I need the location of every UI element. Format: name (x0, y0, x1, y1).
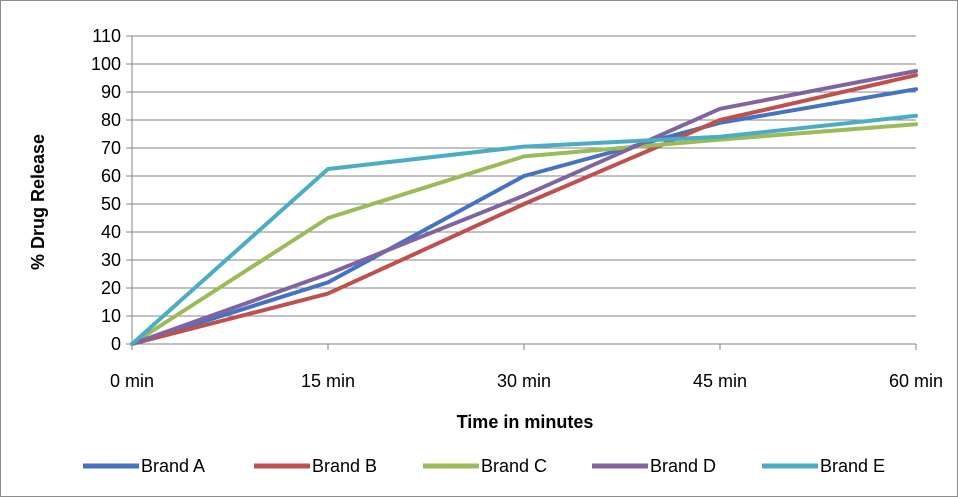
legend-item-brand-e: Brand E (762, 456, 885, 476)
y-tick-label: 90 (101, 82, 121, 102)
series-line-brand-e (130, 113, 918, 346)
y-tick-label: 60 (101, 166, 121, 186)
axes (131, 36, 916, 345)
y-tick-label: 80 (101, 110, 121, 130)
y-tick-label: 100 (91, 54, 121, 74)
x-tick-label: 60 min (889, 371, 943, 391)
legend-label: Brand E (820, 456, 885, 476)
legend-item-brand-c: Brand C (423, 456, 547, 476)
legend-item-brand-a: Brand A (83, 456, 205, 476)
y-axis-ticks: 0 10 20 30 40 50 60 70 80 90 100 110 (91, 26, 132, 354)
legend: Brand A Brand B Brand C Brand D Brand E (83, 456, 885, 476)
series-line-brand-a (130, 87, 918, 346)
y-tick-label: 0 (111, 334, 121, 354)
x-tick-label: 30 min (497, 371, 551, 391)
x-tick-label: 0 min (110, 371, 154, 391)
y-tick-label: 20 (101, 278, 121, 298)
legend-label: Brand B (312, 456, 377, 476)
series-line-brand-c (130, 122, 918, 346)
series-line-brand-b (130, 73, 918, 346)
legend-item-brand-b: Brand B (254, 456, 377, 476)
x-axis-title: Time in minutes (457, 412, 594, 432)
y-tick-label: 50 (101, 194, 121, 214)
series-line-brand-d (130, 69, 918, 346)
x-axis-ticks: 0 min 15 min 30 min 45 min 60 min (110, 344, 943, 391)
x-tick-label: 15 min (301, 371, 355, 391)
y-tick-label: 70 (101, 138, 121, 158)
y-tick-label: 110 (92, 26, 121, 46)
legend-label: Brand C (481, 456, 547, 476)
x-tick-label: 45 min (693, 371, 747, 391)
legend-label: Brand A (141, 456, 205, 476)
legend-label: Brand D (650, 456, 716, 476)
y-axis-title: % Drug Release (28, 134, 48, 270)
series-lines (130, 69, 918, 346)
legend-item-brand-d: Brand D (592, 456, 716, 476)
y-tick-label: 40 (101, 222, 121, 242)
y-tick-label: 30 (101, 250, 121, 270)
y-tick-label: 10 (101, 306, 121, 326)
gridlines (132, 35, 916, 317)
